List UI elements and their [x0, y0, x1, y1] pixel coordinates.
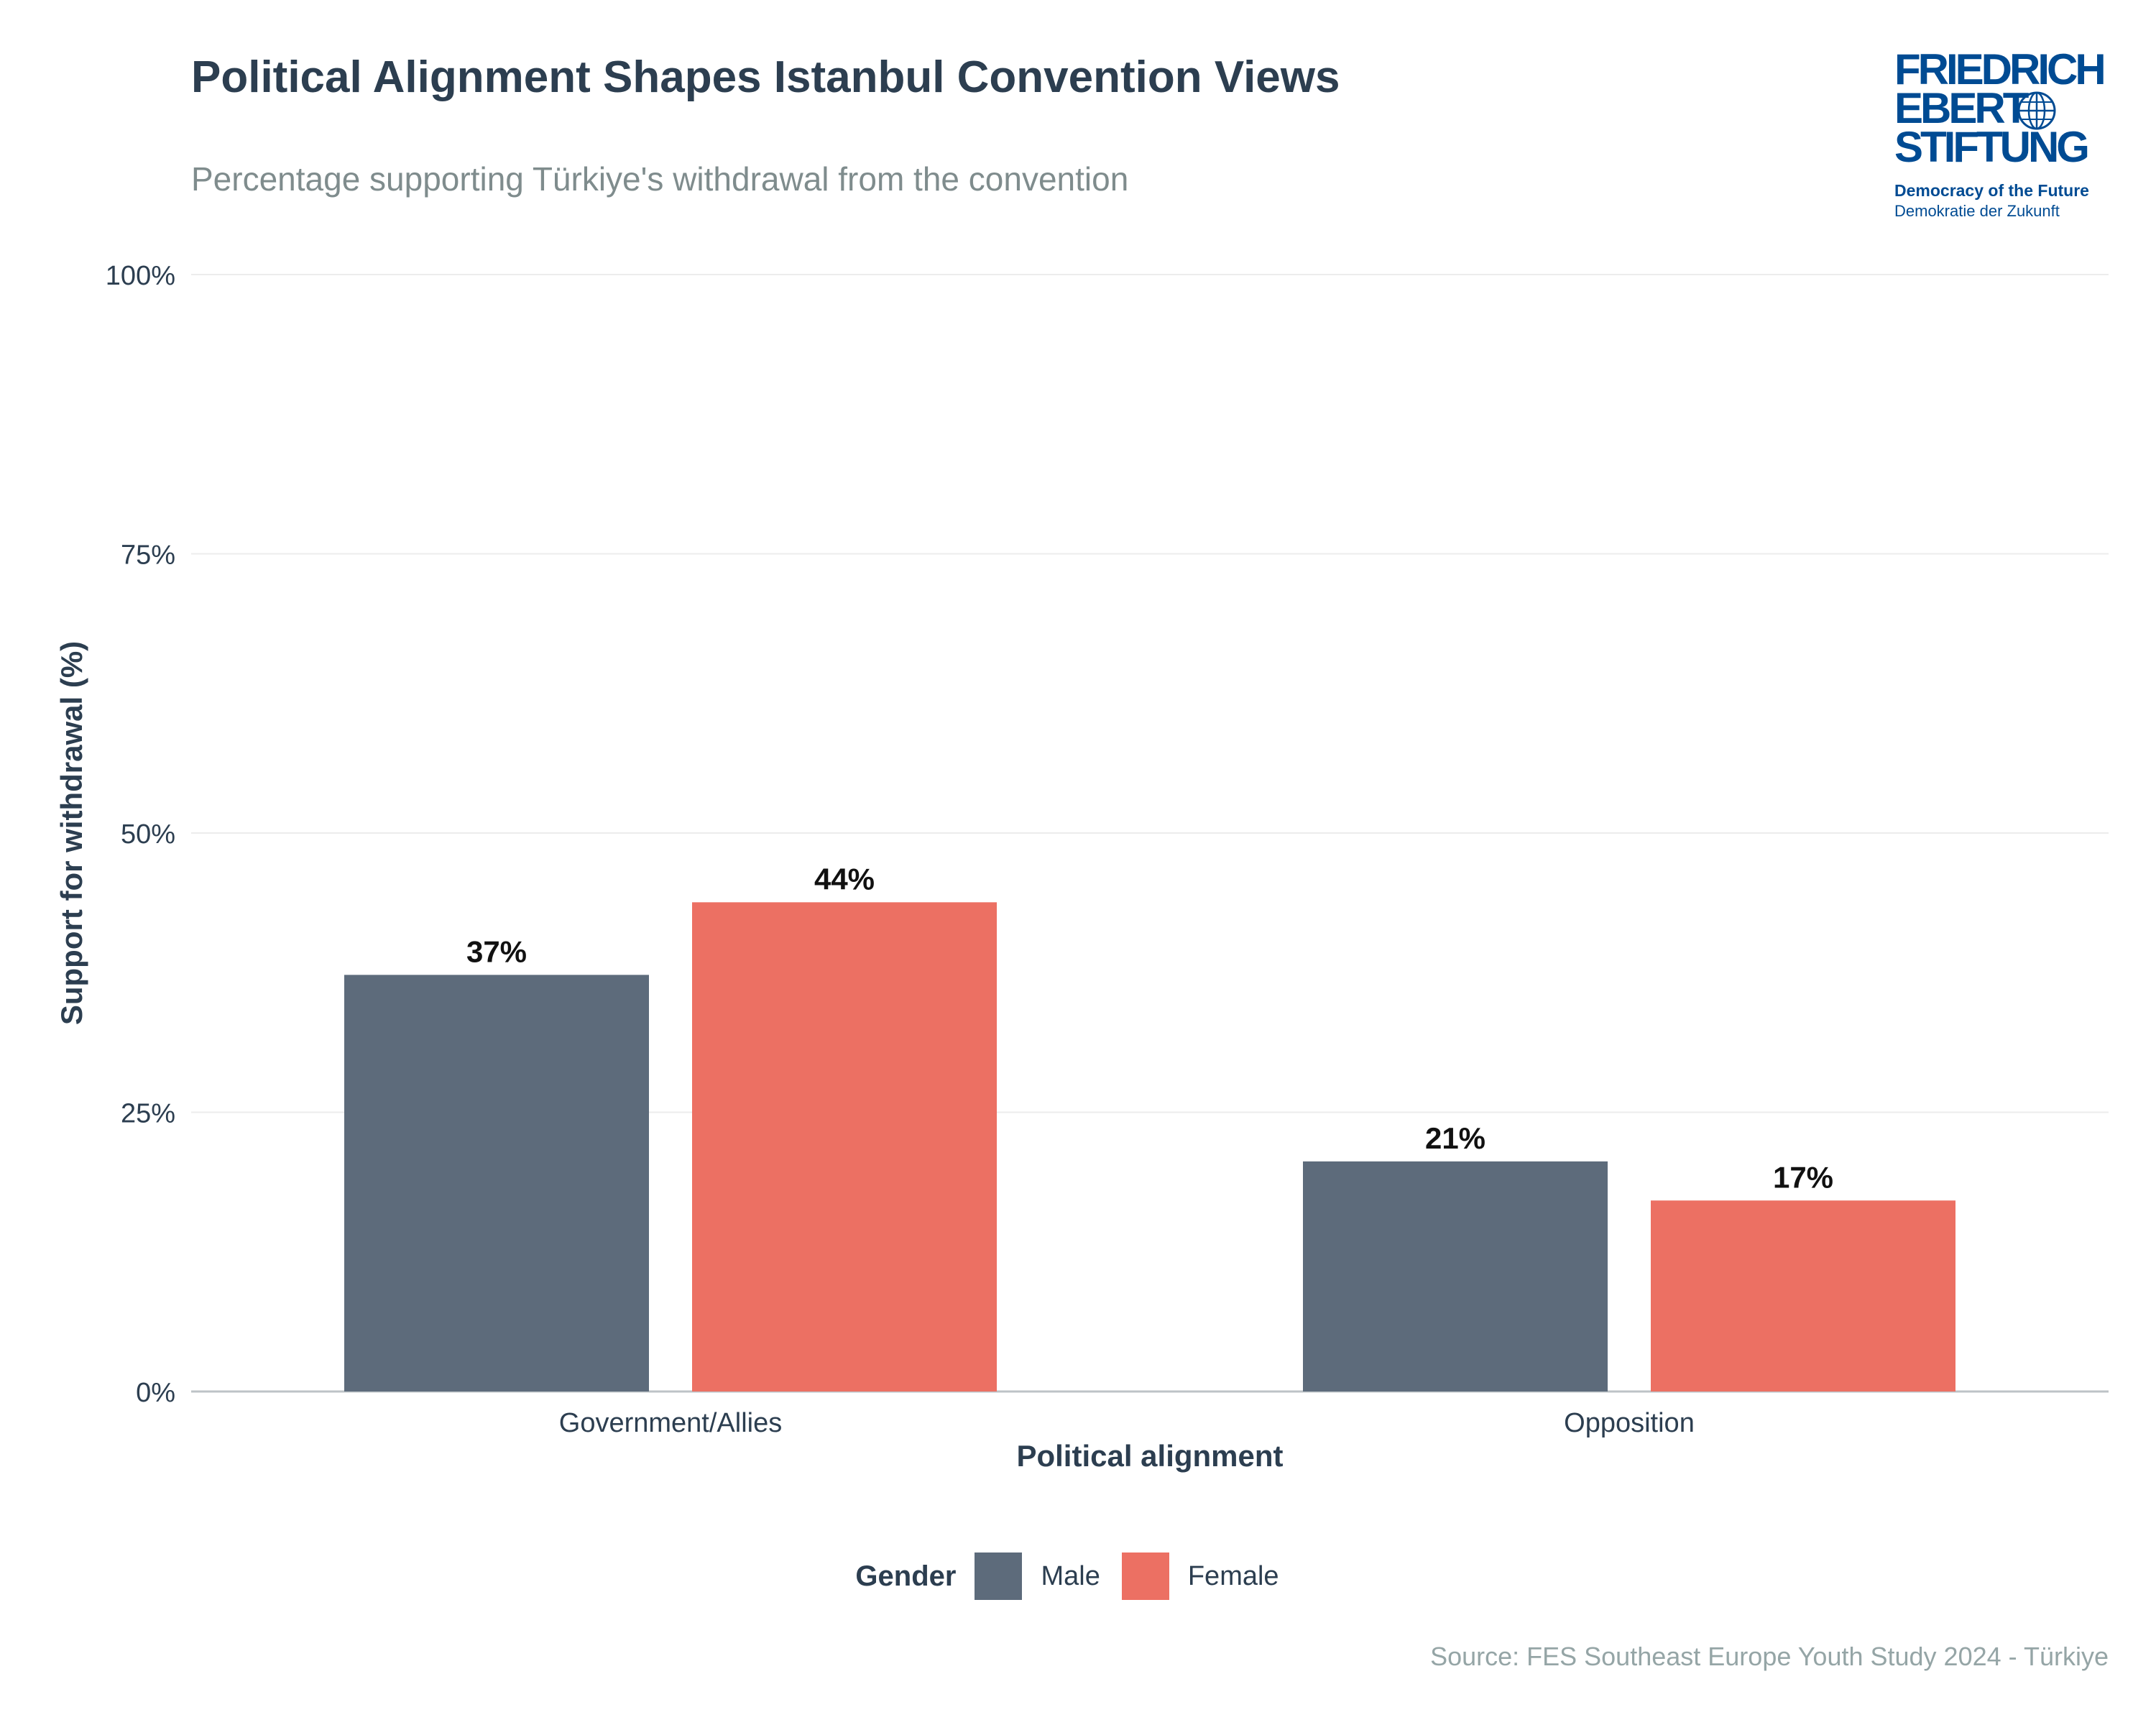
y-tick-label: 50%	[121, 819, 175, 850]
bar-male-1	[1303, 1161, 1608, 1392]
logo-tagline-de: Demokratie der Zukunft	[1894, 202, 2060, 220]
chart-subtitle: Percentage supporting Türkiye's withdraw…	[191, 160, 1129, 198]
y-axis-title: Support for withdrawal (%)	[55, 641, 88, 1025]
x-tick-label: Government/Allies	[559, 1408, 782, 1438]
legend-title: Gender	[855, 1560, 957, 1592]
bar-female-1	[1651, 1200, 1955, 1392]
y-tick-label: 75%	[121, 540, 175, 571]
data-label: 21%	[1425, 1121, 1485, 1155]
logo-line-3: STIFTUNG	[1894, 123, 2090, 171]
legend-item-female: Female	[1121, 1552, 1279, 1600]
legend-item-male: Male	[975, 1552, 1100, 1600]
data-label: 44%	[814, 862, 875, 896]
y-tick-label: 25%	[121, 1099, 175, 1129]
legend-label-male: Male	[1041, 1560, 1100, 1591]
chart-title: Political Alignment Shapes Istanbul Conv…	[191, 52, 1340, 102]
logo-tagline-en: Democracy of the Future	[1894, 181, 2089, 200]
fes-logo: FRIEDRICH EBERT STIFTUNG Democracy of th…	[1894, 45, 2110, 221]
legend-label-female: Female	[1187, 1560, 1279, 1591]
globe-icon	[2017, 91, 2056, 130]
x-tick-label: Opposition	[1564, 1408, 1695, 1438]
source-note: Source: FES Southeast Europe Youth Study…	[1430, 1642, 2109, 1671]
logo-line-2: EBERT	[1894, 84, 2029, 132]
bar-male-0	[344, 975, 649, 1392]
data-label: 17%	[1773, 1160, 1833, 1194]
legend-swatch-male	[975, 1552, 1023, 1600]
y-tick-label: 0%	[136, 1378, 175, 1408]
y-tick-label: 100%	[106, 261, 175, 291]
data-label: 37%	[466, 934, 527, 968]
logo-line-1: FRIEDRICH	[1894, 45, 2106, 93]
x-axis-title: Political alignment	[1016, 1439, 1283, 1473]
legend-swatch-female	[1121, 1552, 1169, 1600]
bar-female-0	[692, 902, 997, 1392]
chart-legend: Gender Male Female	[0, 1552, 2156, 1600]
